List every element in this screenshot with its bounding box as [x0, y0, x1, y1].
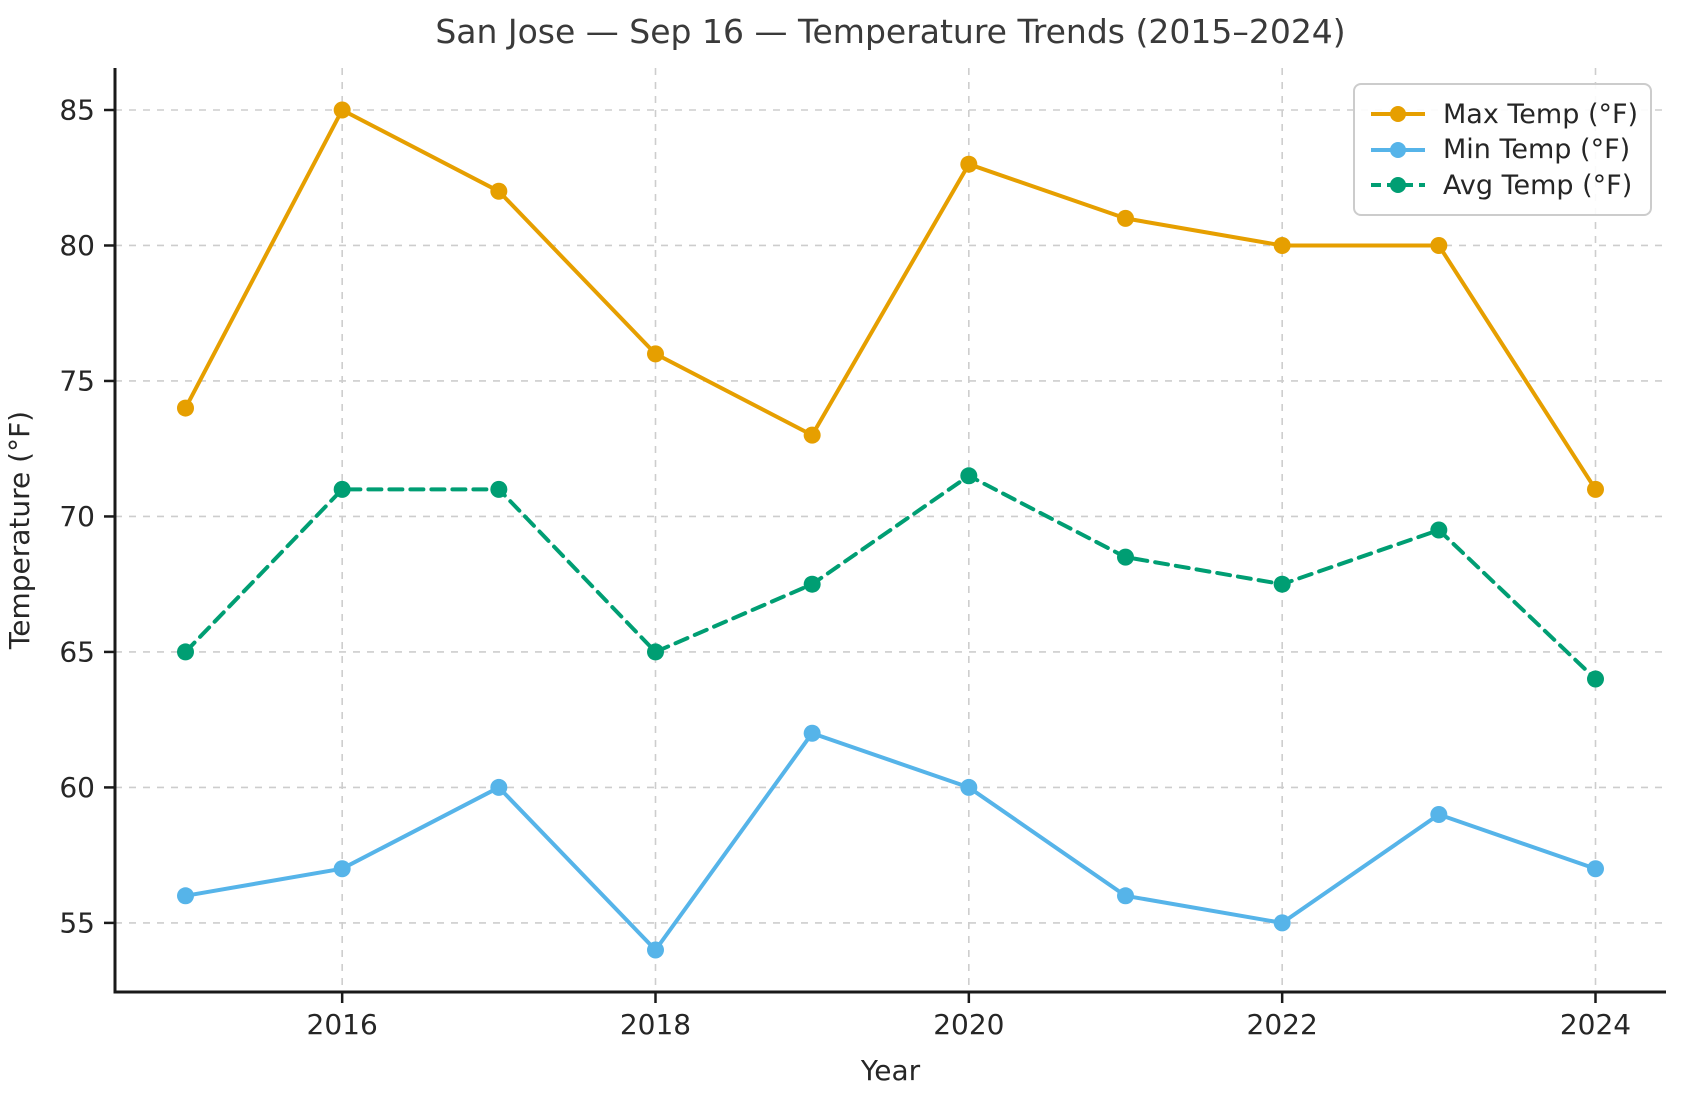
y-tick-label: 80	[59, 229, 95, 262]
data-point-avg	[803, 575, 821, 593]
y-axis-label: Temperature (°F)	[3, 410, 36, 650]
data-point-min	[803, 724, 821, 742]
data-point-max	[1430, 236, 1448, 254]
data-point-min	[1587, 860, 1604, 878]
legend-item-max-temp: Max Temp (°F)	[1369, 97, 1638, 131]
y-tick-label: 70	[59, 500, 95, 533]
data-point-max	[803, 426, 821, 444]
data-point-max	[177, 399, 194, 417]
x-tick-label: 2020	[933, 1008, 1004, 1041]
data-point-min	[647, 941, 664, 959]
y-tick-label: 60	[59, 771, 95, 804]
legend-label: Min Temp (°F)	[1443, 134, 1631, 165]
series-line-avg	[183, 473, 1598, 682]
x-tick-label: 2022	[1247, 1008, 1318, 1041]
data-point-min	[333, 860, 351, 878]
y-tick-label: 65	[59, 635, 95, 668]
data-point-max	[960, 155, 978, 173]
data-point-avg	[1273, 575, 1291, 593]
legend-sample-marker	[1390, 177, 1406, 193]
x-tick-label: 2016	[307, 1008, 378, 1041]
data-point-avg	[177, 643, 194, 661]
legend-line-sample-icon	[1371, 177, 1425, 193]
data-point-min	[1430, 806, 1448, 824]
series-line-min	[183, 731, 1598, 952]
data-point-min	[1273, 914, 1291, 932]
data-point-min	[177, 887, 194, 905]
data-point-avg	[1430, 521, 1448, 539]
data-point-min	[1117, 887, 1134, 905]
x-tick-label: 2018	[620, 1008, 691, 1041]
x-axis-label: Year	[860, 1054, 921, 1087]
data-point-min	[490, 778, 508, 796]
data-point-avg	[960, 467, 978, 485]
legend-label: Max Temp (°F)	[1443, 98, 1639, 130]
data-point-avg	[333, 480, 351, 498]
data-point-max	[647, 345, 664, 363]
chart-title: San Jose — Sep 16 — Temperature Trends (…	[435, 12, 1346, 51]
legend: Max Temp (°F) Min Temp (°F) Avg Temp (°F…	[1353, 83, 1652, 216]
data-point-max	[1273, 236, 1291, 254]
x-tick-label: 2024	[1560, 1008, 1631, 1041]
legend-label: Avg Temp (°F)	[1443, 169, 1633, 201]
series-line-max	[183, 108, 1598, 492]
data-point-max	[1587, 480, 1604, 498]
data-point-avg	[1117, 548, 1134, 566]
legend-item-avg-temp: Avg Temp (°F)	[1369, 168, 1634, 202]
legend-line-sample-icon	[1371, 141, 1425, 158]
data-point-avg	[490, 480, 508, 498]
data-point-max	[333, 101, 351, 119]
legend-item-min-temp: Min Temp (°F)	[1369, 133, 1634, 167]
y-tick-label: 55	[59, 906, 95, 939]
data-point-avg	[1587, 670, 1604, 688]
legend-sample-marker	[1390, 141, 1406, 158]
y-tick-label: 75	[59, 364, 95, 397]
data-point-min	[960, 778, 978, 796]
legend-line-sample-icon	[1371, 106, 1425, 122]
legend-sample-marker	[1390, 106, 1406, 122]
data-point-avg	[647, 643, 664, 661]
data-point-max	[1117, 209, 1134, 227]
data-point-max	[490, 182, 508, 200]
y-tick-label: 85	[59, 94, 95, 127]
